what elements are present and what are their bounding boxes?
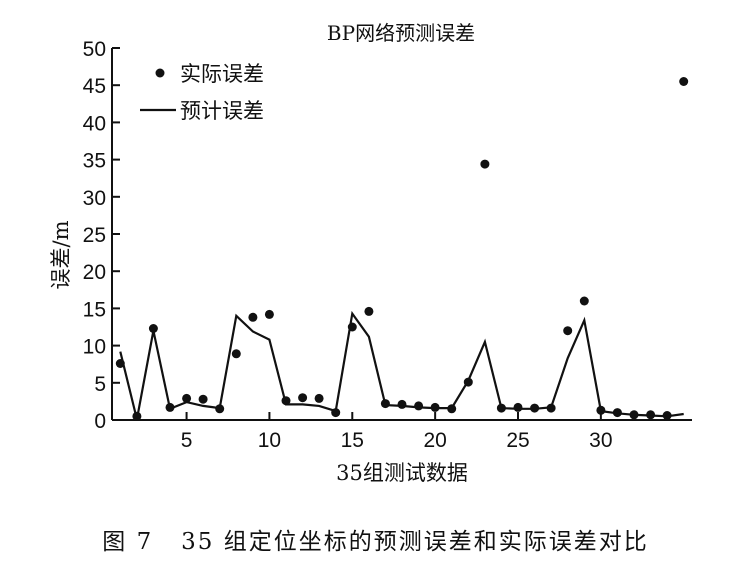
data-point-actual xyxy=(364,306,374,316)
y-tick-label: 45 xyxy=(83,75,106,98)
data-point-actual xyxy=(563,326,573,336)
x-tick-label: 5 xyxy=(181,429,193,452)
data-point-actual xyxy=(281,396,291,406)
legend-label-predicted: 预计误差 xyxy=(180,99,264,123)
data-point-actual xyxy=(347,322,357,332)
data-point-actual xyxy=(215,404,225,414)
data-point-actual xyxy=(480,159,490,169)
data-point-actual xyxy=(397,399,407,409)
y-tick-label: 10 xyxy=(83,336,106,359)
data-point-actual xyxy=(298,393,308,403)
legend-label-actual: 实际误差 xyxy=(180,62,264,86)
data-point-actual xyxy=(596,405,606,415)
marks xyxy=(115,77,689,421)
y-axis-title: 误差/m xyxy=(49,220,73,289)
data-point-actual xyxy=(198,394,208,404)
y-tick-label: 30 xyxy=(83,187,106,210)
data-point-actual xyxy=(264,309,274,319)
chart-title: BP网络预测误差 xyxy=(327,21,475,45)
data-point-actual xyxy=(248,312,258,322)
data-point-actual xyxy=(430,402,440,412)
data-point-actual xyxy=(331,408,341,418)
y-tick-label: 5 xyxy=(94,373,106,396)
data-point-actual xyxy=(579,296,589,306)
data-point-actual xyxy=(165,402,175,412)
y-tick-label: 40 xyxy=(83,112,106,135)
data-point-actual xyxy=(380,399,390,409)
data-point-actual xyxy=(496,403,506,413)
data-point-actual xyxy=(148,324,158,333)
ticks: 0 5 10 15 20 25 30 35 40 45 50 5 10 15 20 25 30 xyxy=(83,38,613,452)
data-point-actual xyxy=(662,411,672,420)
x-tick-label: 20 xyxy=(423,429,446,452)
x-tick-label: 30 xyxy=(589,429,612,452)
data-point-actual xyxy=(314,393,324,403)
data-point-actual xyxy=(231,349,241,359)
data-point-actual xyxy=(132,411,142,421)
data-point-actual xyxy=(115,359,125,368)
y-tick-label: 15 xyxy=(83,298,106,321)
data-point-actual xyxy=(447,404,457,414)
data-point-actual xyxy=(629,410,639,420)
x-tick-label: 10 xyxy=(258,429,281,452)
y-tick-label: 25 xyxy=(83,224,106,247)
figure-caption: 图 7 35 组定位坐标的预测误差和实际误差对比 xyxy=(102,529,649,555)
legend: 实际误差 预计误差 xyxy=(140,62,264,123)
data-point-actual xyxy=(182,393,192,403)
data-point-actual xyxy=(546,403,556,413)
y-tick-label: 20 xyxy=(83,261,106,284)
x-axis-title: 35组测试数据 xyxy=(336,461,468,485)
y-tick-label: 35 xyxy=(83,150,106,173)
chart: BP网络预测误差 0 5 10 15 20 25 30 35 40 45 50 5 10 15 20 25 30… xyxy=(49,21,692,485)
data-point-actual xyxy=(530,403,540,413)
data-point-actual xyxy=(646,410,656,420)
data-point-actual xyxy=(463,377,473,387)
data-point-actual xyxy=(414,401,424,411)
data-point-actual xyxy=(679,77,689,86)
legend-marker-actual xyxy=(155,68,165,78)
data-point-actual xyxy=(612,408,622,418)
x-tick-label: 25 xyxy=(506,429,529,452)
data-point-actual xyxy=(513,402,523,412)
x-tick-label: 15 xyxy=(341,429,364,452)
y-tick-label: 0 xyxy=(94,410,106,433)
y-tick-label: 50 xyxy=(83,38,106,61)
